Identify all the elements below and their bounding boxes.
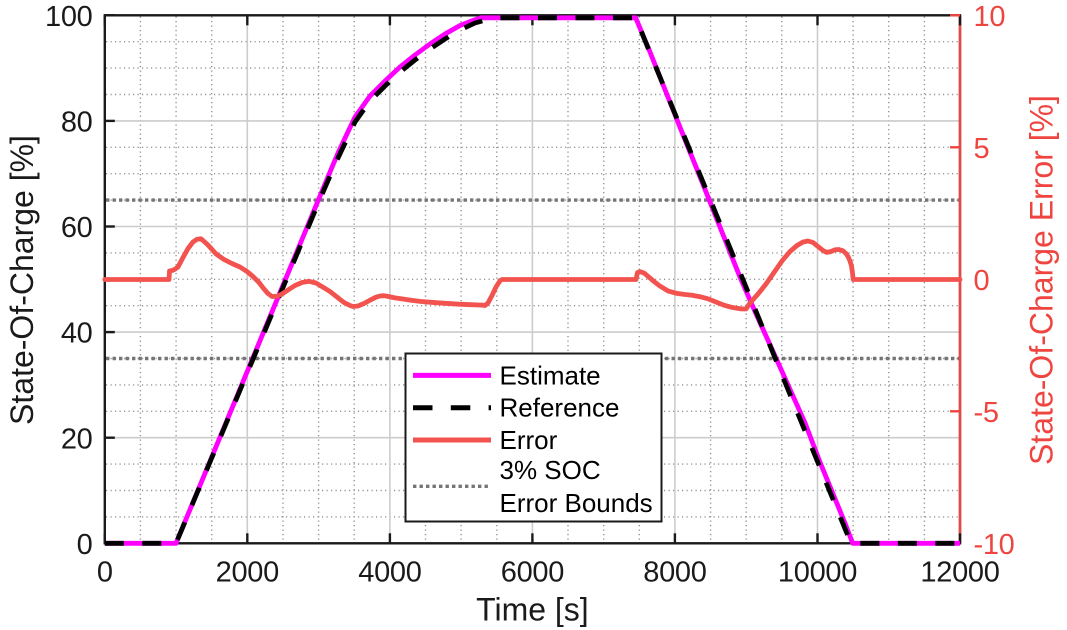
svg-text:Reference: Reference xyxy=(500,393,620,423)
svg-text:5: 5 xyxy=(974,133,990,165)
svg-text:3% SOC: 3% SOC xyxy=(500,455,601,485)
svg-text:-5: -5 xyxy=(974,397,999,429)
svg-text:4000: 4000 xyxy=(358,557,421,589)
svg-text:Error Bounds: Error Bounds xyxy=(500,488,653,518)
svg-text:-10: -10 xyxy=(974,529,1015,561)
svg-text:60: 60 xyxy=(61,212,93,244)
svg-text:10: 10 xyxy=(974,1,1006,33)
svg-text:40: 40 xyxy=(61,318,93,350)
svg-text:8000: 8000 xyxy=(643,557,706,589)
svg-text:Error: Error xyxy=(500,425,558,455)
svg-text:20: 20 xyxy=(61,423,93,455)
svg-text:80: 80 xyxy=(61,107,93,139)
svg-text:0: 0 xyxy=(77,529,93,561)
svg-text:State-Of-Charge Error [%]: State-Of-Charge Error [%] xyxy=(1024,95,1060,465)
svg-text:State-Of-Charge [%]: State-Of-Charge [%] xyxy=(4,135,40,425)
svg-text:Estimate: Estimate xyxy=(500,360,601,390)
svg-text:Time [s]: Time [s] xyxy=(476,592,589,628)
svg-text:10000: 10000 xyxy=(778,557,857,589)
svg-text:0: 0 xyxy=(97,557,113,589)
svg-text:0: 0 xyxy=(974,265,990,297)
svg-text:100: 100 xyxy=(45,1,93,33)
svg-text:6000: 6000 xyxy=(501,557,564,589)
svg-text:2000: 2000 xyxy=(216,557,279,589)
svg-text:12000: 12000 xyxy=(920,557,999,589)
